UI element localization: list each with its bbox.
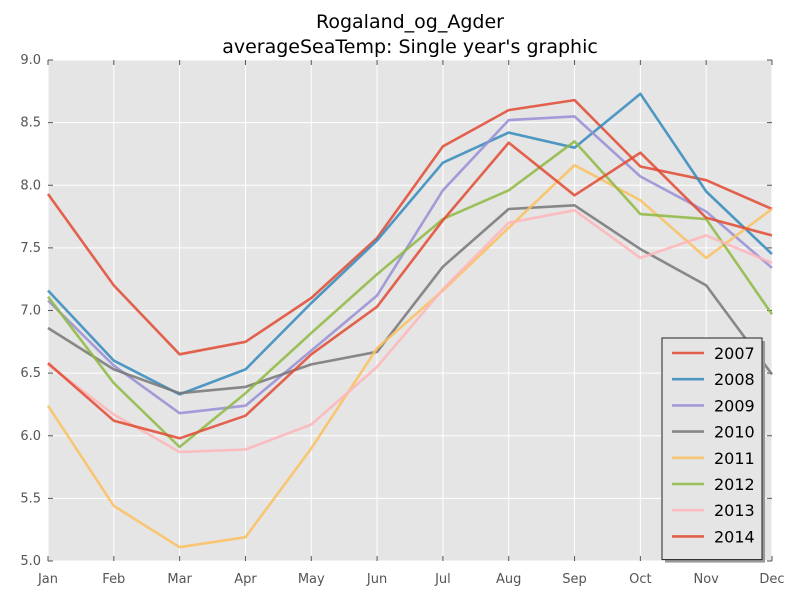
y-tick-label: 5.0 <box>20 554 41 569</box>
y-tick-label: 7.5 <box>20 241 41 256</box>
legend-label: 2008 <box>714 370 755 389</box>
x-tick-label: Jul <box>434 572 451 587</box>
grid <box>47 59 773 562</box>
x-tick-label: Aug <box>496 572 521 587</box>
x-tick-label: Jun <box>366 572 387 587</box>
legend-label: 2013 <box>714 501 755 520</box>
legend-box <box>661 337 763 561</box>
x-tick-label: Mar <box>167 572 192 587</box>
x-tick-label: Dec <box>759 572 784 587</box>
axis-ticks: 5.0 5.5 6.0 6.5 7.0 7.5 8.0 8.5 9.0 Jan Feb Mar Apr M… <box>20 53 784 587</box>
y-tick-label: 9.0 <box>20 53 41 68</box>
series-lines <box>46 92 774 549</box>
x-tick-label: Apr <box>234 572 257 587</box>
legend-label: 2007 <box>714 344 755 363</box>
legend-label: 2011 <box>714 449 755 468</box>
x-tick-label: Nov <box>693 572 719 587</box>
x-tick-label: Jan <box>37 572 58 587</box>
legend-label: 2009 <box>714 396 755 415</box>
chart-subtitle: averageSeaTemp: Single year's graphic <box>222 36 598 58</box>
series-line-2013 <box>47 209 773 454</box>
x-tick-label: Feb <box>102 572 125 587</box>
y-tick-label: 6.5 <box>20 366 41 381</box>
y-tick-label: 8.0 <box>20 178 41 193</box>
series-line-2014 <box>47 141 773 440</box>
x-tick-label: Oct <box>629 572 651 587</box>
y-tick-label: 6.0 <box>20 429 41 444</box>
series-line-2007 <box>46 98 773 356</box>
x-tick-label: Sep <box>562 572 587 587</box>
legend-label: 2014 <box>714 527 755 546</box>
y-tick-label: 8.5 <box>20 116 41 131</box>
y-tick-label: 7.0 <box>20 304 41 319</box>
series-line-2011 <box>46 163 773 549</box>
legend-label: 2012 <box>714 475 755 494</box>
x-tick-label: May <box>298 572 325 587</box>
legend-label: 2010 <box>714 423 755 442</box>
chart-title: Rogaland_og_Agder <box>315 11 504 33</box>
legend: 2007 2008 2009 2010 2011 2012 2013 2014 <box>661 337 765 563</box>
y-tick-label: 5.5 <box>20 491 41 506</box>
series-line-2009 <box>47 115 773 415</box>
